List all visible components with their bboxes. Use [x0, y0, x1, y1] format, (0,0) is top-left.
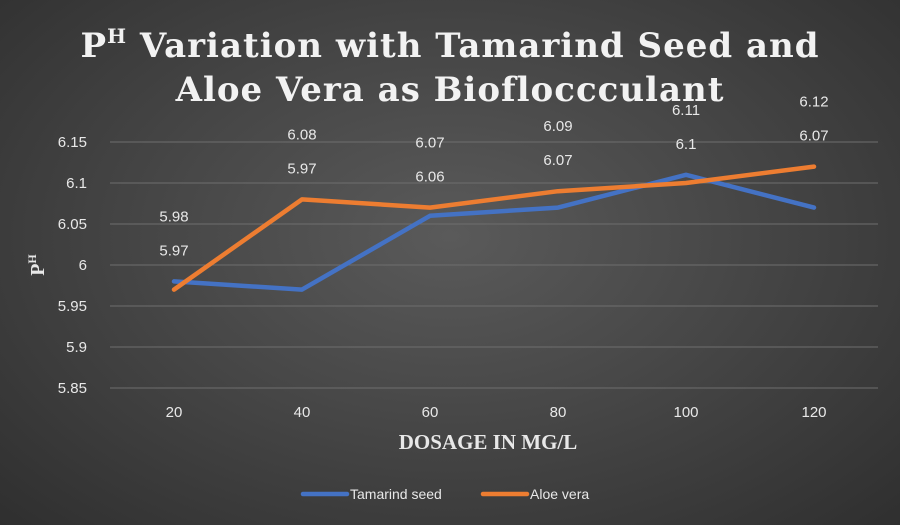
chart-title: PH Variation with Tamarind Seed and Aloe… — [0, 14, 900, 112]
y-tick-label: 6.15 — [58, 134, 87, 151]
y-tick-label: 5.85 — [58, 380, 87, 397]
legend-label: Tamarind seed — [350, 486, 442, 502]
data-label: 5.97 — [287, 160, 316, 177]
legend-label: Aloe vera — [530, 486, 589, 502]
y-tick-label: 6.05 — [58, 216, 87, 233]
y-tick-label: 5.95 — [58, 298, 87, 315]
data-label: 6.1 — [676, 136, 697, 153]
title-line-1-rest: Variation with Tamarind Seed and — [127, 26, 820, 66]
data-label: 5.98 — [159, 208, 188, 225]
x-tick-label: 40 — [294, 404, 311, 421]
data-label: 6.07 — [799, 128, 828, 145]
data-label: 6.07 — [415, 135, 444, 152]
data-label: 6.08 — [287, 126, 316, 143]
title-ph-sup: H — [107, 24, 127, 48]
x-tick-label: 20 — [166, 404, 183, 421]
chart-title-line-2: Aloe Vera as Biofloccculant — [175, 70, 725, 110]
y-axis-title-sup: H — [25, 254, 39, 264]
x-tick-label: 60 — [422, 404, 439, 421]
data-label: 6.11 — [672, 102, 700, 119]
data-label: 6.07 — [543, 152, 572, 169]
data-label: 6.12 — [799, 94, 828, 111]
x-tick-label: 100 — [673, 404, 698, 421]
x-axis-title: DOSAGE IN MG/L — [399, 430, 578, 454]
y-tick-label: 5.9 — [66, 339, 87, 356]
chart-title-line-1: PH Variation with Tamarind Seed and — [0, 14, 900, 68]
title-ph-main: P — [80, 26, 108, 66]
y-axis-ticks: 5.85 5.9 5.95 6 6.05 6.1 6.15 — [58, 134, 87, 397]
y-axis-title-main: P — [27, 264, 49, 276]
y-tick-label: 6 — [79, 257, 87, 274]
data-label: 6.06 — [415, 169, 444, 186]
x-axis-ticks: 20 40 60 80 100 120 — [166, 404, 827, 421]
data-label: 6.09 — [543, 118, 572, 135]
legend: Tamarind seed Aloe vera — [300, 486, 589, 502]
series-line-aloe-vera — [171, 164, 817, 292]
gridlines — [110, 141, 878, 389]
data-label: 5.97 — [159, 242, 188, 259]
y-axis-title: PH — [25, 254, 49, 276]
series-line-tamarind-seed — [171, 172, 817, 292]
x-tick-label: 80 — [550, 404, 567, 421]
y-tick-label: 6.1 — [66, 175, 87, 192]
series-lines — [171, 164, 817, 292]
data-labels: 5.98 5.97 6.08 5.97 6.07 6.06 6.09 6.07 6.11 6.1 6… — [159, 94, 828, 260]
x-tick-label: 120 — [801, 404, 826, 421]
